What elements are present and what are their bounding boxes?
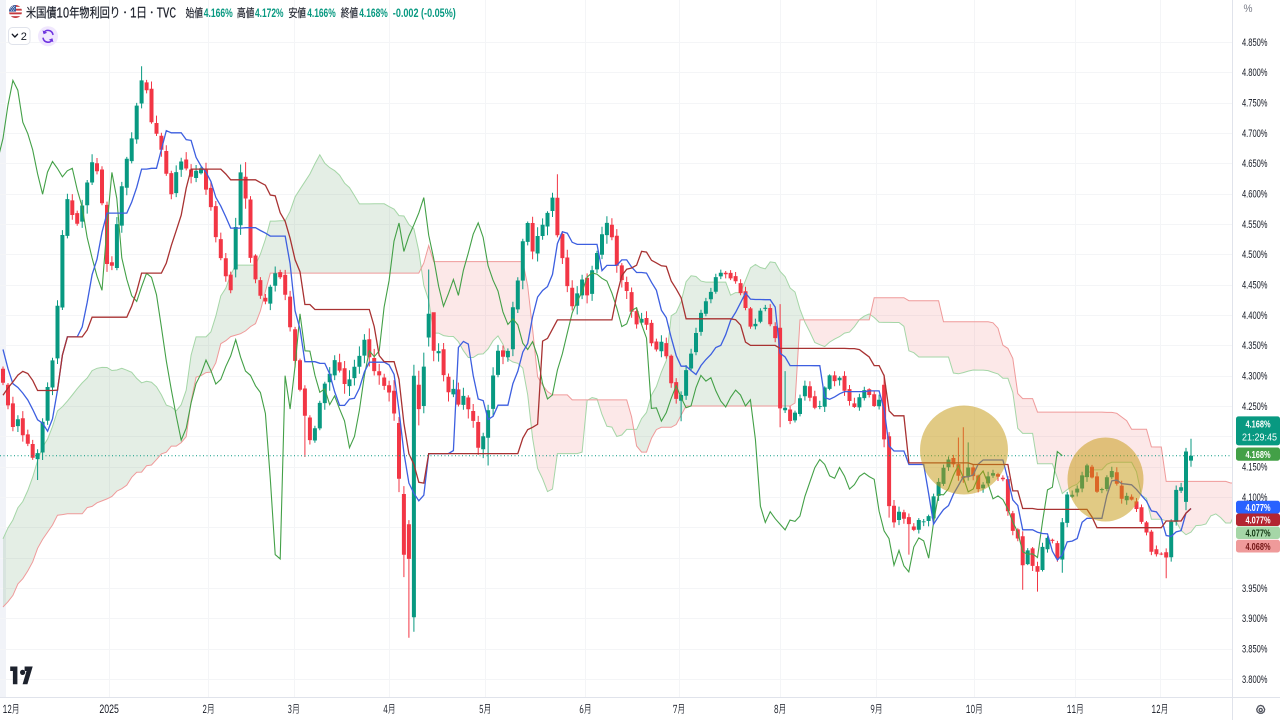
- svg-text:-0.002 (-0.05%): -0.002 (-0.05%): [393, 6, 456, 20]
- svg-text:4.077%: 4.077%: [1246, 528, 1271, 540]
- svg-text:4.168%: 4.168%: [1246, 419, 1271, 431]
- svg-text:4.850%: 4.850%: [1242, 37, 1268, 49]
- svg-text:4.068%: 4.068%: [1246, 541, 1271, 553]
- svg-text:3.900%: 3.900%: [1242, 613, 1268, 625]
- svg-text:4.166%: 4.166%: [307, 6, 336, 20]
- svg-text:4.600%: 4.600%: [1242, 188, 1268, 200]
- svg-text:4.800%: 4.800%: [1242, 67, 1268, 79]
- svg-text:4.500%: 4.500%: [1242, 249, 1268, 261]
- svg-text:4.550%: 4.550%: [1242, 219, 1268, 231]
- svg-text:4.077%: 4.077%: [1246, 502, 1271, 514]
- svg-text:4.700%: 4.700%: [1242, 128, 1268, 140]
- svg-text:4.077%: 4.077%: [1246, 515, 1271, 527]
- svg-text:4.650%: 4.650%: [1242, 158, 1268, 170]
- svg-text:3.950%: 3.950%: [1242, 583, 1268, 595]
- svg-text:4.168%: 4.168%: [1246, 449, 1271, 461]
- svg-text:4.350%: 4.350%: [1242, 340, 1268, 352]
- svg-text:4.172%: 4.172%: [255, 6, 284, 20]
- svg-text:4.300%: 4.300%: [1242, 370, 1268, 382]
- svg-text:4.150%: 4.150%: [1242, 461, 1268, 473]
- svg-text:4.250%: 4.250%: [1242, 401, 1268, 413]
- svg-text:4.168%: 4.168%: [359, 6, 388, 20]
- svg-text:21:29:45: 21:29:45: [1242, 432, 1277, 444]
- svg-text:3.800%: 3.800%: [1242, 674, 1268, 686]
- svg-text:2025: 2025: [99, 704, 119, 716]
- svg-text:4.450%: 4.450%: [1242, 279, 1268, 291]
- svg-text:2: 2: [21, 31, 27, 43]
- svg-text:%: %: [1244, 3, 1253, 15]
- svg-text:4.750%: 4.750%: [1242, 97, 1268, 109]
- svg-text:4.166%: 4.166%: [204, 6, 233, 20]
- svg-text:4.400%: 4.400%: [1242, 310, 1268, 322]
- svg-text:3.850%: 3.850%: [1242, 643, 1268, 655]
